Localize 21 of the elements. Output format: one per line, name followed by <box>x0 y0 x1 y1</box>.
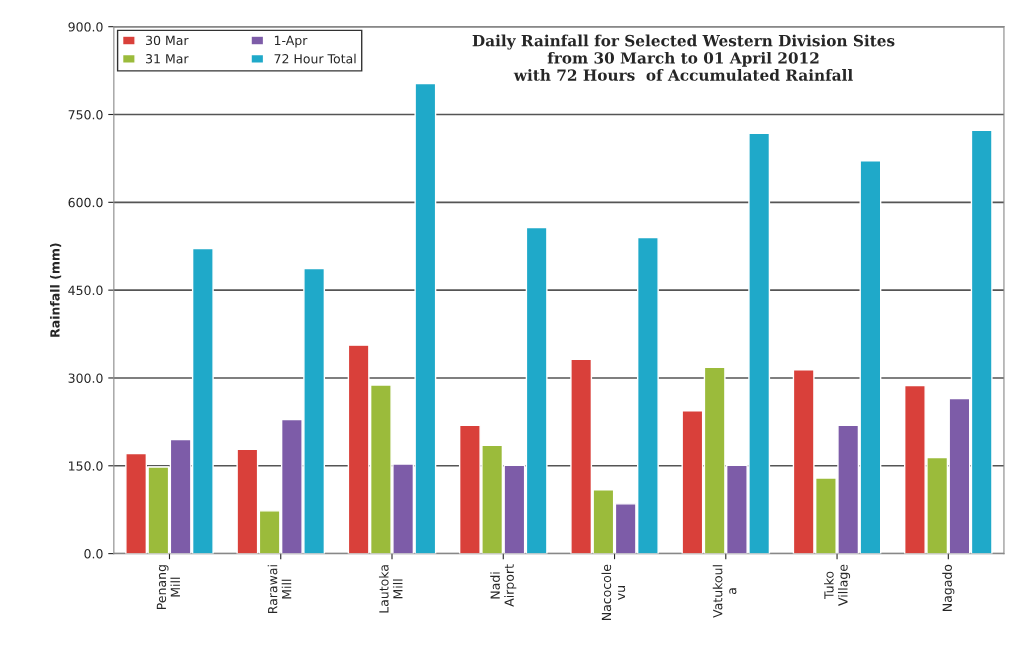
legend-label: 72 Hour Total <box>274 53 356 64</box>
y-tick-label: 0.0 <box>84 549 103 559</box>
x-tick-label: Tuko Village <box>824 564 851 606</box>
y-tick-label: 600.0 <box>68 197 103 208</box>
legend-label: 30 Mar <box>146 35 189 46</box>
y-tick-label: 300.0 <box>68 373 103 383</box>
y-tick-label: 150.0 <box>69 461 103 471</box>
y-tick-label: 450.0 <box>68 285 103 296</box>
x-tick-label: Nadi Airport <box>490 564 517 607</box>
text: Daily Rainfall for Selected Western Division Sites from 30 March to 01 April 2012 with 72 Hours of Accumulated Rainfall <box>472 34 895 81</box>
x-tick-label: Nacocole vu <box>601 564 626 621</box>
y-tick-label: 750.0 <box>68 109 103 120</box>
x-tick-label: Lautoka Mill <box>378 565 403 613</box>
x-tick-label: Rarawai Mill <box>267 565 292 614</box>
legend-label: 31 Mar <box>146 54 189 64</box>
x-tick-label: Penang Mill <box>156 565 180 610</box>
legend-label: 1-Apr <box>274 35 308 48</box>
y-tick-label: 900.0 <box>68 22 103 32</box>
y-axis-title: Rainfall (mm) <box>49 243 62 337</box>
x-tick-label: Vatukoul a <box>712 565 737 618</box>
x-tick-label: Nagado <box>942 564 955 611</box>
